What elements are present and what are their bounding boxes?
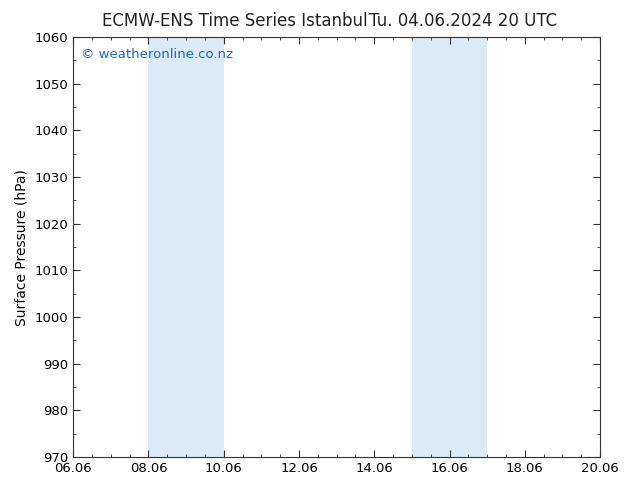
Text: © weatheronline.co.nz: © weatheronline.co.nz	[81, 48, 233, 61]
Text: ECMW-ENS Time Series Istanbul: ECMW-ENS Time Series Istanbul	[102, 12, 367, 30]
Bar	[412, 37, 487, 457]
Bar	[148, 37, 224, 457]
Text: Tu. 04.06.2024 20 UTC: Tu. 04.06.2024 20 UTC	[369, 12, 557, 30]
Y-axis label: Surface Pressure (hPa): Surface Pressure (hPa)	[15, 169, 29, 325]
